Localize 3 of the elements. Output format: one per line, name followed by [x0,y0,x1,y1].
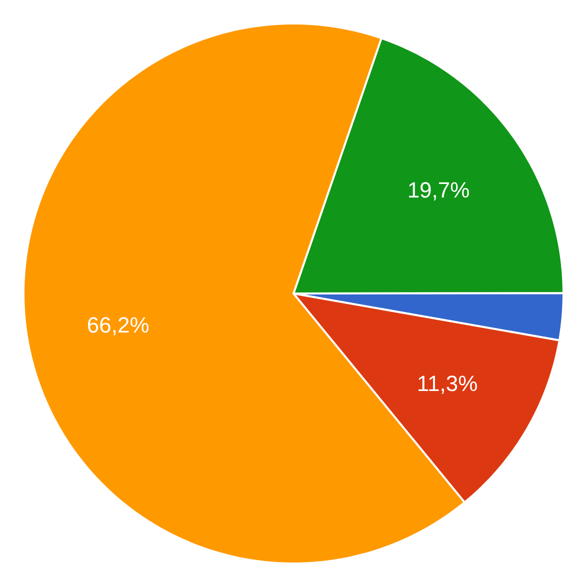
data-label: 66,2% [86,312,150,338]
data-label: 11,3% [416,371,478,396]
data-label: 19,7% [407,177,470,202]
